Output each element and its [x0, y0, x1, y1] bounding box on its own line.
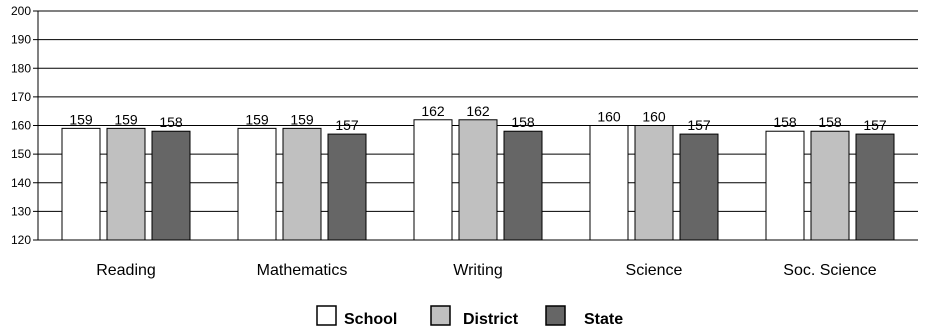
y-tick-label: 130	[11, 204, 31, 218]
y-tick-label: 200	[11, 4, 31, 18]
data-label: 157	[335, 117, 359, 133]
bar-district	[282, 127, 322, 241]
y-tick-label: 190	[11, 33, 31, 47]
data-label: 158	[818, 114, 842, 130]
bar-district	[106, 127, 146, 241]
category-label: Mathematics	[257, 262, 348, 279]
legend-label-state: State	[584, 311, 623, 328]
data-label: 162	[421, 103, 445, 119]
bar-state	[855, 133, 895, 241]
bar-state	[679, 133, 719, 241]
bar-district	[810, 130, 850, 241]
bar-school	[765, 130, 805, 241]
data-label: 158	[773, 114, 797, 130]
data-label: 157	[687, 117, 711, 133]
data-label: 162	[466, 103, 490, 119]
y-tick-label: 120	[11, 233, 31, 247]
data-label: 158	[159, 114, 183, 130]
bar-state	[151, 130, 191, 241]
category-label: Science	[626, 262, 683, 279]
bar-school	[413, 119, 453, 241]
data-label: 160	[597, 109, 621, 125]
legend-swatch-state	[545, 305, 566, 326]
y-tick-label: 170	[11, 90, 31, 104]
category-label: Soc. Science	[783, 262, 876, 279]
legend-swatch-school	[316, 305, 337, 326]
bar-district	[458, 119, 498, 241]
legend-swatch-district	[430, 305, 451, 326]
legend-label-district: District	[463, 311, 519, 328]
y-tick-label: 150	[11, 147, 31, 161]
bar-state	[327, 133, 367, 241]
bar-school	[237, 127, 277, 241]
chart-legend: School District State	[316, 305, 623, 328]
y-tick-label: 160	[11, 119, 31, 133]
category-label: Reading	[96, 262, 156, 279]
data-label: 159	[114, 111, 138, 127]
y-tick-label: 140	[11, 176, 31, 190]
data-label: 159	[69, 111, 93, 127]
bar-school	[61, 127, 101, 241]
data-label: 159	[290, 111, 314, 127]
plot-area: 120 130 140 150 160 170 180 190 200 159 159 158 Read…	[11, 4, 918, 279]
data-label: 160	[642, 109, 666, 125]
data-label: 159	[245, 111, 269, 127]
bar-school	[589, 125, 629, 241]
bar-state	[503, 130, 543, 241]
bar-district	[634, 125, 674, 241]
legend-label-school: School	[344, 311, 397, 328]
category-label: Writing	[453, 262, 503, 279]
data-label: 157	[863, 117, 887, 133]
y-tick-label: 180	[11, 61, 31, 75]
data-label: 158	[511, 114, 535, 130]
